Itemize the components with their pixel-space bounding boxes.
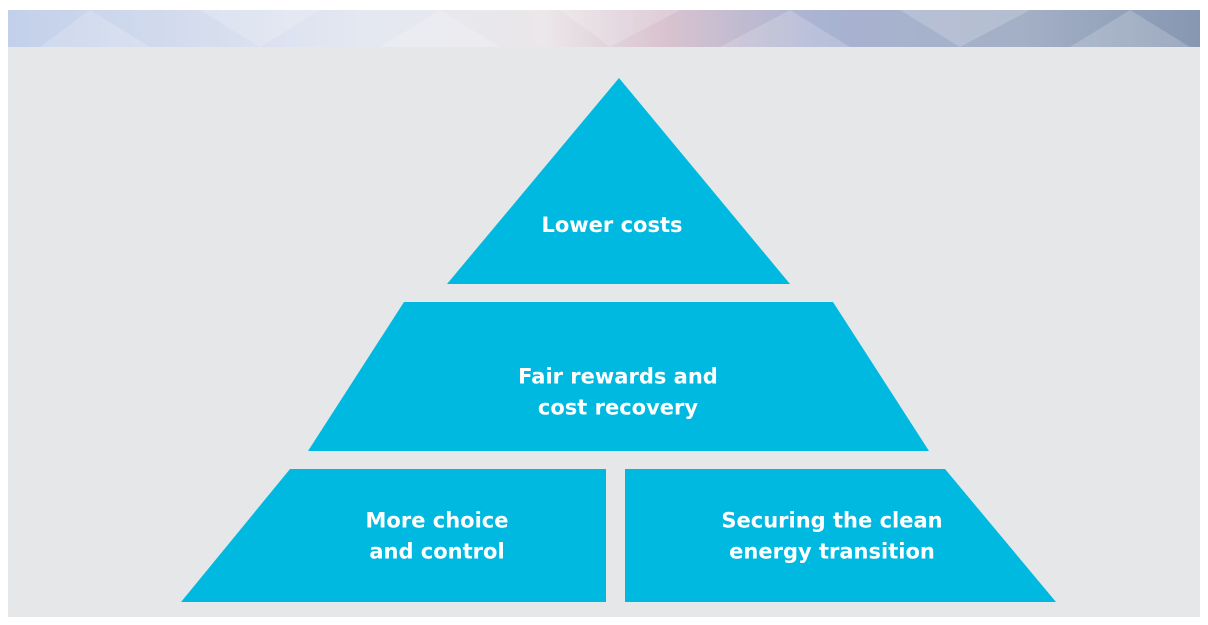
tier-label: energy transition [729,540,935,564]
pyramid [181,78,1056,602]
tier-bottom-right [625,469,1056,602]
tier-label: and control [369,540,504,564]
labels: Lower costs Fair rewards and cost recovery… [366,213,943,564]
band-facets [40,10,1190,47]
tier-label: cost recovery [538,396,698,420]
tier-middle [308,302,929,451]
tier-label: More choice [366,509,509,533]
tier-label: Securing the clean [721,509,942,533]
tier-bottom-left [181,469,606,602]
tier-label: Fair rewards and [518,365,718,389]
tier-top [447,78,790,284]
tier-label: Lower costs [541,213,682,237]
header-band [8,10,1200,47]
